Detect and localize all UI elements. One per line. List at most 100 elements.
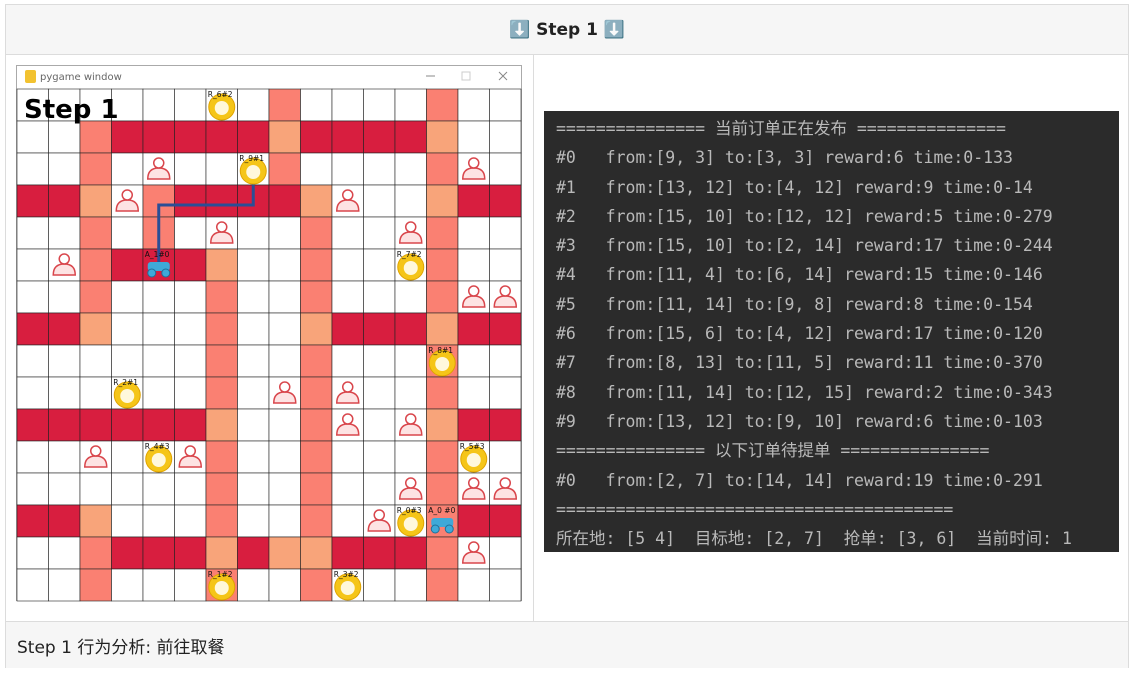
grid-cell (237, 440, 270, 474)
grid-cell (331, 312, 364, 346)
grid-cell (268, 440, 301, 474)
map-overlay-title: Step 1 (24, 95, 119, 125)
customer-icon (367, 509, 392, 532)
grid-cell (16, 120, 49, 154)
terminal-line: #2 from:[15, 10] to:[12, 12] reward:5 ti… (556, 206, 1053, 226)
customer-head (153, 157, 165, 169)
grid-cell (457, 88, 490, 122)
customer-icon (52, 253, 77, 276)
grid-cell (394, 344, 427, 378)
grid-cell (426, 88, 459, 122)
grid-cell (268, 248, 301, 282)
grid-cell (142, 312, 175, 346)
grid-cell (363, 536, 396, 570)
grid-cell (174, 216, 207, 250)
restaurant-inner (466, 453, 481, 467)
grid-cell (426, 440, 459, 474)
grid-cell (16, 408, 49, 442)
grid-cell (394, 152, 427, 186)
grid-cell (457, 344, 490, 378)
grid-cell (79, 504, 112, 538)
step-table: ⬇️ Step 1 ⬇️ Step 1 行为分析: 前往取餐 (5, 4, 1129, 668)
grid-cell (142, 280, 175, 314)
grid-cell (394, 568, 427, 602)
pygame-window: pygame window R_6#2R_9#1A_1#0 R_7#2R_8#1R… (16, 65, 522, 602)
grid-cell (237, 216, 270, 250)
grid-cell (426, 216, 459, 250)
restaurant-inner (435, 357, 450, 371)
grid-cell (300, 248, 333, 282)
grid-cell (205, 440, 238, 474)
grid-cell (457, 504, 490, 538)
customer-icon (493, 477, 518, 500)
grid-cell (300, 504, 333, 538)
grid-cell (174, 408, 207, 442)
terminal-line: =============== 当前订单正在发布 =============== (556, 119, 1006, 138)
customer-icon (398, 221, 423, 244)
restaurant-inner (403, 517, 418, 531)
grid-cell (142, 504, 175, 538)
grid-cell (16, 312, 49, 346)
grid-cell (394, 184, 427, 218)
grid-cell (268, 280, 301, 314)
grid-cell (237, 312, 270, 346)
grid-cell (79, 216, 112, 250)
grid-cell (48, 280, 81, 314)
grid-cell (174, 248, 207, 282)
grid-cell (174, 312, 207, 346)
customer-head (499, 477, 511, 489)
customer-head (373, 509, 385, 521)
grid-cell (426, 408, 459, 442)
grid-cell (16, 440, 49, 474)
grid-cell (111, 344, 144, 378)
grid-cell (205, 120, 238, 154)
grid-cell (79, 280, 112, 314)
customer-icon (146, 157, 171, 180)
customer-head (499, 285, 511, 297)
terminal-line: #9 from:[13, 12] to:[9, 10] reward:6 tim… (556, 411, 1043, 431)
grid-cell (331, 536, 364, 570)
grid-cell (363, 312, 396, 346)
customer-body (367, 519, 392, 532)
grid-cell (48, 568, 81, 602)
map-label: R_4#3 (145, 442, 170, 451)
customer-icon (335, 189, 360, 212)
map-label: R_3#2 (334, 570, 359, 579)
grid-cell (394, 376, 427, 410)
terminal-line: #1 from:[13, 12] to:[4, 12] reward:9 tim… (556, 177, 1033, 197)
grid-cell (331, 120, 364, 154)
grid-cell (268, 344, 301, 378)
grid-cell (48, 504, 81, 538)
grid-cell (111, 440, 144, 474)
customer-body (493, 487, 518, 500)
customer-body (461, 487, 486, 500)
grid-cell (300, 312, 333, 346)
grid-cell (300, 184, 333, 218)
grid-cell (111, 472, 144, 506)
grid-cell (79, 472, 112, 506)
customer-icon (209, 221, 234, 244)
maximize-button[interactable] (461, 71, 471, 81)
grid-cell (426, 472, 459, 506)
customer-body (335, 199, 360, 212)
grid-cell (205, 312, 238, 346)
map-label: R_1#2 (208, 570, 233, 579)
grid-cell (489, 536, 522, 570)
grid-cell (16, 184, 49, 218)
close-button[interactable] (498, 71, 508, 81)
grid-cell (457, 120, 490, 154)
grid-cell (363, 88, 396, 122)
grid-cell (363, 440, 396, 474)
grid-cell (48, 344, 81, 378)
grid-cell (142, 472, 175, 506)
customer-head (405, 221, 417, 233)
grid-cell (111, 120, 144, 154)
map-label: R_8#1 (428, 346, 453, 355)
grid-cell (426, 568, 459, 602)
grid-cell (363, 568, 396, 602)
grid-cell (268, 472, 301, 506)
restaurant-inner (246, 165, 261, 179)
customer-body (115, 199, 140, 212)
customer-body (146, 167, 171, 180)
grid-cell (111, 312, 144, 346)
